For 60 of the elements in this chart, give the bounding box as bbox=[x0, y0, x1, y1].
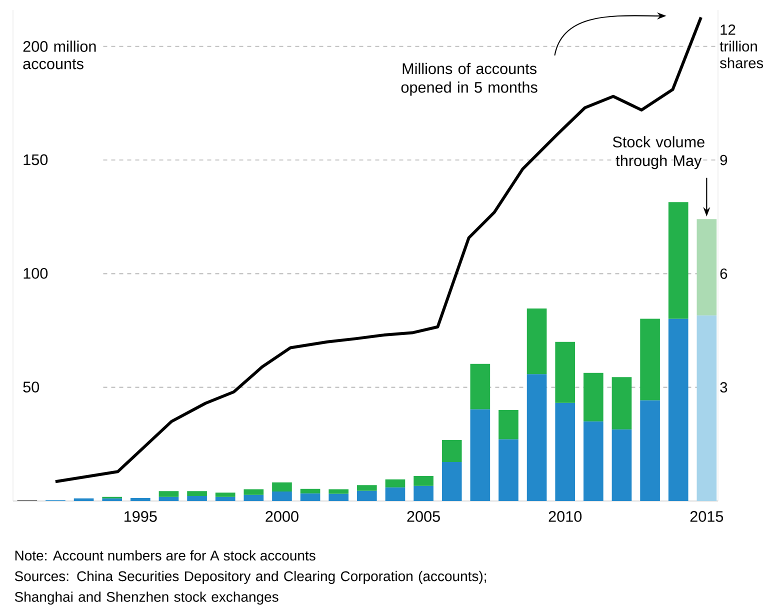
bar bbox=[668, 202, 688, 319]
bar bbox=[526, 308, 547, 374]
bar bbox=[328, 489, 349, 494]
bar bbox=[385, 479, 406, 488]
y2-tick-label: 12 trillion shares bbox=[720, 24, 764, 68]
bar bbox=[612, 377, 632, 430]
bar bbox=[696, 219, 717, 316]
y2-tick-label: 9 bbox=[720, 154, 728, 166]
bar bbox=[102, 498, 122, 501]
y-tick-label: 50 bbox=[23, 382, 40, 392]
bar bbox=[244, 494, 264, 501]
bar bbox=[414, 476, 434, 486]
bar bbox=[158, 496, 179, 501]
bar bbox=[130, 498, 150, 501]
bar bbox=[300, 488, 320, 494]
bar bbox=[357, 485, 377, 491]
bar bbox=[640, 318, 660, 400]
bar bbox=[272, 482, 292, 492]
annotation: Millions of accounts opened in 5 months bbox=[401, 62, 538, 96]
bar bbox=[158, 491, 179, 497]
text: Note: Account numbers are for A stock accounts bbox=[15, 550, 316, 561]
bar bbox=[612, 429, 632, 501]
y2-tick-label: 6 bbox=[720, 268, 728, 279]
bar bbox=[385, 487, 406, 501]
bar bbox=[244, 489, 264, 495]
bar bbox=[640, 400, 660, 501]
bar bbox=[498, 439, 518, 501]
bar bbox=[696, 315, 717, 501]
bar bbox=[328, 494, 349, 501]
x-tick-label: 2010 bbox=[548, 511, 582, 522]
bar bbox=[584, 372, 604, 422]
bar bbox=[498, 410, 518, 440]
y2-tick-label: 3 bbox=[720, 382, 728, 393]
bar bbox=[442, 462, 462, 501]
bar bbox=[555, 402, 576, 501]
x-tick-label: 2015 bbox=[690, 511, 724, 522]
bar bbox=[555, 342, 576, 403]
x-tick-label: 1995 bbox=[124, 511, 157, 522]
bar bbox=[272, 492, 292, 501]
y-tick-label: 200 million accounts bbox=[23, 40, 96, 70]
bar bbox=[215, 496, 236, 501]
x-tick-label: 2000 bbox=[266, 511, 298, 522]
bar bbox=[470, 409, 490, 501]
bar bbox=[187, 491, 207, 496]
y-tick-label: 150 bbox=[24, 154, 48, 166]
bar bbox=[526, 374, 547, 501]
bar bbox=[470, 364, 490, 410]
bar bbox=[300, 493, 320, 501]
source-note: Sources: China Securities Depository and Clearing Corporation (accounts); Shanghai and Shenzhen stock exchanges bbox=[14, 570, 486, 605]
y-tick-label: 100 bbox=[24, 268, 48, 279]
bar bbox=[357, 490, 377, 501]
bar bbox=[414, 486, 434, 501]
bar bbox=[74, 498, 94, 501]
bar bbox=[442, 440, 462, 462]
bar bbox=[187, 496, 207, 501]
bar bbox=[668, 318, 688, 501]
x-tick-label: 2005 bbox=[407, 511, 440, 522]
annotation: Stock volume through May bbox=[612, 136, 704, 170]
bar bbox=[584, 421, 604, 501]
bar bbox=[215, 492, 236, 497]
